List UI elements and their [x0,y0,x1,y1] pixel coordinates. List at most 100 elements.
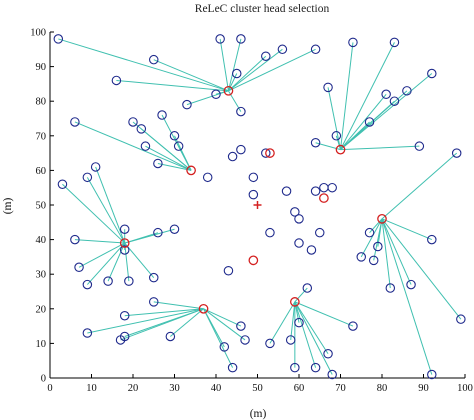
sensor-nodes [53,34,466,380]
sensor-node [451,148,462,158]
sensor-node [153,227,163,238]
cluster-link [294,301,333,375]
x-tick-label: 90 [418,383,429,394]
x-axis-label: (m) [250,408,267,420]
sensor-node [285,335,296,345]
cluster-link [340,42,354,150]
y-tick-label: 40 [36,235,47,246]
sensor-node [240,335,250,345]
cluster-link [153,59,229,92]
sensor-node [215,34,225,44]
y-tick-label: 60 [36,166,47,177]
sensor-node [294,238,304,248]
sensor-node [456,314,466,324]
sensor-node [236,321,246,331]
cluster-link [124,308,204,317]
sensor-node [90,162,101,172]
cluster-link [124,228,175,244]
sensor-node [165,331,176,342]
sensor-node [373,241,383,252]
cluster-link [228,48,283,92]
sensor-node [302,283,313,293]
sensor-node [169,131,180,141]
x-tick-label: 50 [252,383,263,394]
sensor-node [364,117,375,127]
sensor-node [153,158,163,169]
sensor-node [136,124,147,134]
cluster-head-node [119,238,130,248]
sensor-node [128,117,138,127]
cluster-link [203,308,242,327]
cluster-link [340,121,370,151]
sensor-node [385,283,396,293]
cluster-head-node [186,165,196,176]
sensor-node [149,54,159,65]
x-tick-label: 70 [335,383,346,394]
cluster-link [116,79,229,92]
sensor-node [389,37,400,48]
cluster-link [227,38,242,91]
cluster-link [228,55,267,92]
sensor-node [427,68,437,79]
cluster-link [327,87,341,150]
cluster-link [74,121,192,171]
cluster-link [294,301,354,327]
sensor-node [265,227,275,238]
cluster-link [120,308,204,341]
cluster-link [340,145,420,151]
sensor-node [294,214,304,224]
sensor-node [57,179,68,189]
sensor-node [115,335,126,345]
sensor-node [82,279,93,290]
sensor-node [53,34,64,44]
sink-marker-group [253,201,262,209]
cluster-link [269,301,296,344]
cluster-link [340,73,433,151]
cluster-head-node [265,148,275,158]
sensor-node [202,172,213,183]
x-tick-label: 40 [211,383,222,394]
sensor-node [414,141,425,151]
x-tick-label: 10 [86,383,97,394]
sensor-node [248,189,259,200]
sensor-node [294,317,304,328]
cluster-head-node [248,255,259,266]
cluster-link [62,183,126,244]
sensor-node [427,369,437,380]
sensor-node [327,182,337,193]
sensor-node [111,75,122,86]
y-tick-label: 30 [36,270,47,281]
cluster-link [95,166,126,244]
y-tick-label: 80 [36,97,47,108]
sensor-node [236,144,246,155]
cluster-link [290,301,296,340]
x-tick-label: 20 [128,383,139,394]
sensor-node [277,44,288,55]
cluster-link [360,218,383,258]
cluster-link [157,162,192,171]
cluster-link [58,38,229,92]
sensor-node [314,227,325,238]
sensor-node [265,338,275,349]
x-tick-label: 80 [377,383,388,394]
cluster-link [78,242,125,268]
sensor-node [119,310,130,321]
sensor-node [157,110,167,120]
sensor-node [248,172,259,183]
sensor-node [261,51,271,61]
cluster-link [140,128,192,171]
cluster-link [124,243,130,282]
sensor-node [348,37,358,48]
cluster-link [340,93,387,150]
cluster-link [203,308,246,341]
sensor-node [124,276,134,286]
cluster-link [294,287,308,303]
sensor-node [319,182,329,193]
cluster-head-node [319,193,329,203]
sensor-node [310,137,321,148]
sensor-node [149,297,159,307]
cluster-head-node [223,85,234,96]
sensor-node [327,369,337,380]
cluster-link [86,177,126,244]
